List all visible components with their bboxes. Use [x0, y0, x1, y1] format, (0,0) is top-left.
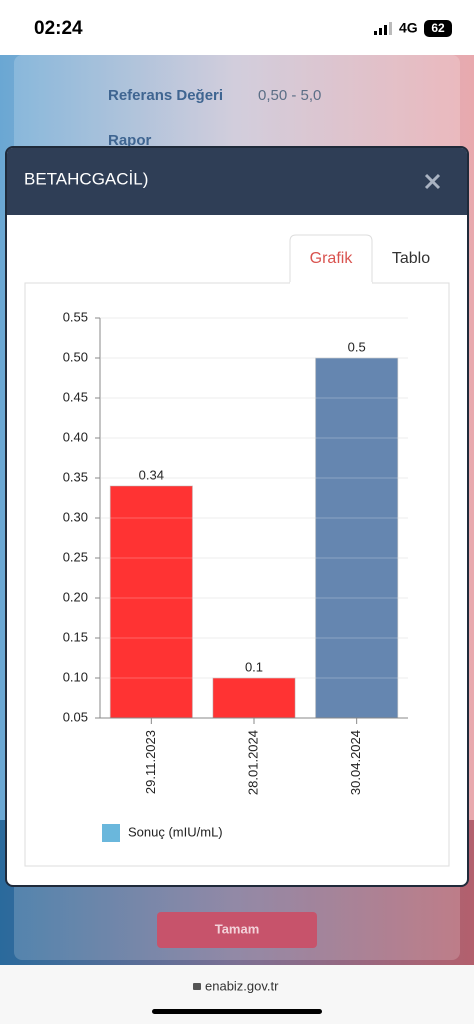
bar	[109, 485, 193, 719]
legend-label: Sonuç (mIU/mL)	[128, 824, 223, 839]
y-tick-label: 0.50	[63, 349, 88, 364]
y-tick-label: 0.20	[63, 589, 88, 604]
x-tick-label: 28.01.2024	[245, 730, 260, 795]
y-tick-label: 0.55	[63, 309, 88, 324]
home-indicator	[152, 1009, 322, 1014]
bg-button[interactable]	[157, 912, 317, 948]
browser-bar	[0, 965, 474, 1024]
modal-header	[7, 148, 467, 215]
y-tick-label: 0.25	[63, 549, 88, 564]
modal-title: BETAHCGACİL)	[24, 169, 148, 188]
lock-icon	[193, 983, 201, 990]
tab-active[interactable]	[289, 234, 373, 284]
signal-icon	[374, 22, 392, 35]
value-label: 0.5	[348, 339, 366, 354]
y-tick-label: 0.10	[63, 669, 88, 684]
y-tick-label: 0.35	[63, 469, 88, 484]
legend-swatch	[102, 824, 120, 842]
status-bar	[0, 0, 474, 55]
status-network: 4G	[399, 20, 418, 36]
y-tick-label: 0.15	[63, 629, 88, 644]
y-tick-label: 0.30	[63, 509, 88, 524]
y-tick-label: 0.45	[63, 389, 88, 404]
y-tick-label: 0.40	[63, 429, 88, 444]
battery-icon	[424, 20, 452, 37]
bg-button-label[interactable]: Tamam	[215, 921, 260, 936]
tab[interactable]: Grafik	[310, 250, 354, 267]
y-tick-label: 0.05	[63, 709, 88, 724]
bar	[212, 677, 296, 719]
close-button[interactable]	[424, 173, 441, 190]
browser-url: enabiz.gov.tr	[205, 978, 279, 993]
status-battery: 62	[431, 21, 445, 35]
status-time: 02:24	[34, 18, 83, 39]
value-label: 0.34	[139, 467, 164, 482]
chart: 0.050.100.150.200.250.300.350.400.450.50…	[63, 309, 408, 842]
tab[interactable]: Tablo	[392, 250, 430, 267]
bg-value: 0,50 - 5,0	[258, 87, 321, 104]
value-label: 0.1	[245, 659, 263, 674]
bar	[315, 357, 399, 719]
bg-label: Referans Değeri	[108, 87, 223, 104]
x-tick-label: 30.04.2024	[348, 730, 363, 795]
x-tick-label: 29.11.2023	[143, 730, 158, 794]
bg-label: Rapor	[108, 132, 152, 149]
